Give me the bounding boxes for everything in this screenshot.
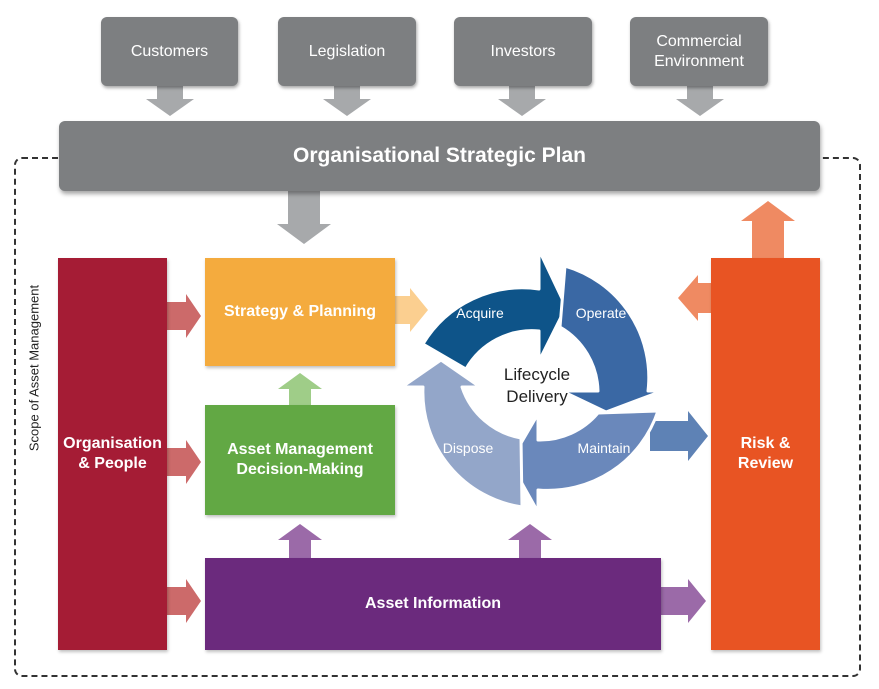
asset-information-label: Asset Information	[364, 595, 501, 612]
info-to-decision-arrow	[278, 524, 322, 558]
risk-review-label: Risk & Review	[737, 435, 794, 472]
info-to-risk-arrow	[661, 579, 706, 623]
plan-to-strategy-arrow	[277, 190, 331, 244]
stakeholder-commercial-environment: Commercial Environment	[630, 17, 768, 86]
stakeholder-customers: Customers	[101, 17, 238, 86]
commercial-arrow	[676, 85, 724, 116]
strategy-planning-label: Strategy & Planning	[223, 303, 377, 320]
maintain-label: Maintain	[578, 440, 631, 456]
strategy-planning-block: Strategy & Planning	[205, 258, 395, 366]
strategic-plan-bar: Organisational Strategic Plan	[59, 121, 820, 191]
organisation-people-label: Organisation & People	[63, 435, 162, 472]
strategy-to-lifecycle-arrow	[395, 288, 428, 332]
lifecycle-center-line2: Delivery	[506, 387, 568, 406]
asset-information-block: Asset Information	[205, 558, 661, 650]
risk-feedback-arrow	[678, 275, 712, 321]
lifecycle-to-risk-arrow	[650, 411, 708, 461]
lifecycle-center-line1: Lifecycle	[504, 365, 570, 384]
stakeholder-investors: Investors	[454, 17, 592, 86]
risk-to-plan-arrow	[741, 201, 795, 258]
decision-to-strategy-arrow	[278, 373, 322, 405]
operate-segment	[558, 264, 664, 414]
info-to-lifecycle-arrow	[508, 524, 552, 558]
risk-review-block: Risk & Review	[711, 258, 820, 650]
stakeholder-legislation-label: Legislation	[308, 42, 386, 60]
stakeholder-commercial-label: Commercial Environment	[654, 32, 744, 70]
dispose-segment	[400, 358, 524, 509]
legislation-arrow	[323, 85, 371, 116]
customers-arrow	[146, 85, 194, 116]
org-to-strategy-arrow	[166, 294, 201, 338]
organisation-people-block: Organisation & People	[58, 258, 167, 650]
stakeholder-customers-label: Customers	[130, 42, 209, 60]
strategic-plan-label: Organisational Strategic Plan	[293, 144, 586, 167]
maintain-segment	[508, 409, 660, 514]
org-to-info-arrow	[166, 579, 201, 623]
stakeholder-investors-label: Investors	[490, 42, 556, 60]
acquire-label: Acquire	[456, 305, 504, 321]
decision-making-block: Asset Management Decision-Making	[205, 405, 395, 515]
investors-arrow	[498, 85, 546, 116]
acquire-segment	[421, 248, 568, 371]
stakeholder-legislation: Legislation	[278, 17, 416, 86]
org-to-decision-arrow	[166, 440, 201, 484]
dispose-label: Dispose	[443, 440, 494, 456]
operate-label: Operate	[576, 305, 627, 321]
decision-making-label: Asset Management Decision-Making	[227, 441, 373, 478]
